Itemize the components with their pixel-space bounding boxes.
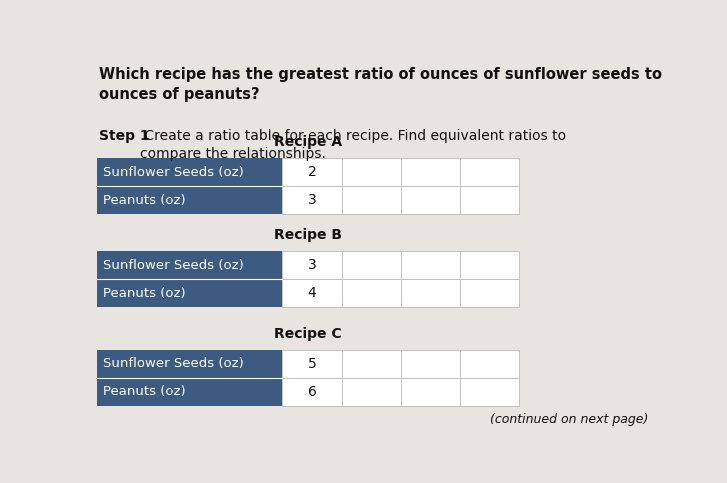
Bar — [460, 350, 519, 378]
Text: Create a ratio table for each recipe. Find equivalent ratios to
compare the rela: Create a ratio table for each recipe. Fi… — [140, 128, 566, 161]
Bar — [460, 279, 519, 307]
Bar — [460, 378, 519, 406]
Text: Sunflower Seeds (oz): Sunflower Seeds (oz) — [103, 166, 244, 179]
Bar — [401, 186, 460, 214]
Bar — [342, 251, 401, 279]
Bar — [342, 158, 401, 186]
Bar — [460, 186, 519, 214]
Bar — [97, 251, 282, 279]
Bar — [283, 186, 342, 214]
Text: Peanuts (oz): Peanuts (oz) — [103, 287, 186, 299]
Text: 6: 6 — [308, 385, 316, 399]
Text: Recipe A: Recipe A — [274, 135, 342, 149]
Text: Peanuts (oz): Peanuts (oz) — [103, 194, 186, 207]
Bar — [283, 279, 342, 307]
Bar — [460, 251, 519, 279]
Bar — [342, 279, 401, 307]
Bar — [342, 186, 401, 214]
Bar — [401, 378, 460, 406]
Bar — [460, 158, 519, 186]
Text: Sunflower Seeds (oz): Sunflower Seeds (oz) — [103, 259, 244, 272]
Bar — [401, 251, 460, 279]
Bar — [97, 350, 282, 378]
Text: Which recipe has the greatest ratio of ounces of sunflower seeds to
ounces of pe: Which recipe has the greatest ratio of o… — [100, 67, 662, 102]
Bar — [283, 350, 342, 378]
Bar — [283, 251, 342, 279]
Bar — [401, 279, 460, 307]
Bar — [97, 378, 282, 406]
Bar — [97, 158, 282, 186]
Text: 5: 5 — [308, 357, 316, 371]
Bar — [97, 186, 282, 214]
Bar — [342, 350, 401, 378]
Bar — [401, 350, 460, 378]
Text: Recipe C: Recipe C — [274, 327, 342, 341]
Bar — [283, 158, 342, 186]
Text: 3: 3 — [308, 193, 316, 207]
Text: Step 1: Step 1 — [100, 128, 150, 142]
Text: 4: 4 — [308, 286, 316, 300]
Text: 3: 3 — [308, 258, 316, 272]
Bar — [401, 158, 460, 186]
Text: Peanuts (oz): Peanuts (oz) — [103, 385, 186, 398]
Text: Sunflower Seeds (oz): Sunflower Seeds (oz) — [103, 357, 244, 370]
Bar — [97, 279, 282, 307]
Bar — [283, 378, 342, 406]
Text: (continued on next page): (continued on next page) — [490, 413, 648, 426]
Text: 2: 2 — [308, 165, 316, 179]
Text: Recipe B: Recipe B — [274, 228, 342, 242]
Bar — [342, 378, 401, 406]
